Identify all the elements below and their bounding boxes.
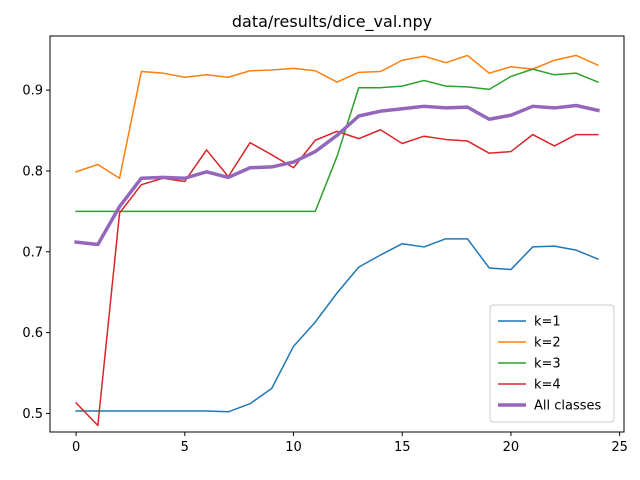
y-tick-label: 0.7 <box>22 245 43 260</box>
x-tick-label: 15 <box>394 440 411 455</box>
x-tick-label: 5 <box>181 440 189 455</box>
y-tick-label: 0.9 <box>22 84 43 99</box>
legend-box <box>489 304 615 423</box>
y-tick-label: 0.6 <box>22 326 43 341</box>
legend-label-0: k=1 <box>534 315 561 330</box>
series-lines <box>74 54 600 427</box>
x-tick-label: 0 <box>72 440 80 455</box>
axes-frame <box>49 35 625 433</box>
series-line-2 <box>75 68 599 213</box>
legend-label-1: k=2 <box>534 336 561 351</box>
series-line-4 <box>74 103 600 247</box>
legend-label-4: All classes <box>534 399 602 414</box>
legend: k=1 k=2 k=3 k=4 All classes <box>489 304 615 423</box>
y-tick-label: 0.5 <box>22 407 43 422</box>
series-line-1 <box>75 54 599 179</box>
legend-label-3: k=4 <box>534 378 561 393</box>
y-tick-label: 0.8 <box>22 164 43 179</box>
x-tick-label: 20 <box>503 440 520 455</box>
chart-title: data/results/dice_val.npy <box>232 12 432 32</box>
y-axis-ticks: 0.5 0.6 0.7 0.8 0.9 <box>22 84 50 422</box>
x-tick-label: 10 <box>285 440 302 455</box>
x-axis-ticks: 0 5 10 15 20 25 <box>72 432 628 455</box>
legend-label-2: k=3 <box>534 357 561 372</box>
x-tick-label: 25 <box>611 440 628 455</box>
series-line-0 <box>75 238 599 413</box>
